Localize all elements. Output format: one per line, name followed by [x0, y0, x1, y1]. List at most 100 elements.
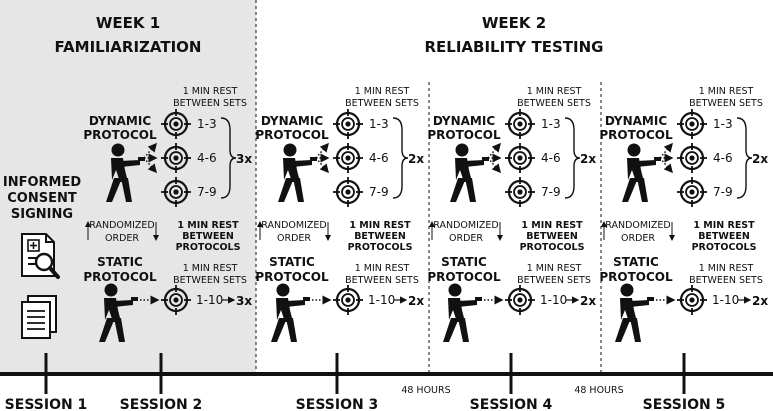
rest-between-sets-label: BETWEEN SETS [517, 275, 591, 286]
target-set-label: 1-3 [541, 117, 561, 131]
target-set-label: 4-6 [541, 151, 561, 165]
randomized-order-label: ORDER [277, 233, 311, 244]
rest-between-sets-label: 1 MIN REST [355, 263, 410, 274]
static-protocol-label: STATIC [269, 255, 315, 269]
aim-arrow [143, 157, 157, 174]
rest-between-protocols-label: 1 MIN REST [521, 220, 583, 231]
rest-between-sets-label: 1 MIN REST [527, 86, 582, 97]
dynamic-protocol-label: DYNAMIC [605, 114, 668, 128]
rest-between-sets-label: 1 MIN REST [183, 263, 238, 274]
rest-between-protocols-label: BETWEEN [526, 231, 578, 242]
target-icon [331, 175, 365, 209]
brace [564, 117, 581, 199]
aim-arrow [659, 157, 673, 174]
rest-between-sets-label: BETWEEN SETS [345, 98, 419, 109]
rest-between-protocols-label: BETWEEN [698, 231, 750, 242]
target-set-label: 1-10 [540, 293, 567, 307]
brace [736, 117, 753, 199]
target-icon [331, 283, 365, 317]
randomized-order-label: RANDOMIZED [261, 220, 326, 231]
rest-between-sets-label: BETWEEN SETS [345, 275, 419, 286]
randomized-order-label: ORDER [449, 233, 483, 244]
randomized-order-label: RANDOMIZED [605, 220, 670, 231]
dynamic-repetitions: 3x [236, 152, 252, 166]
rest-between-protocols-label: PROTOCOLS [520, 242, 585, 253]
static-protocol-label: PROTOCOL [599, 270, 673, 284]
aim-arrow [315, 157, 329, 174]
rest-between-sets-label: BETWEEN SETS [173, 98, 247, 109]
target-set-label: 1-10 [368, 293, 395, 307]
static-repetitions: 2x [408, 294, 424, 308]
target-set-label: 4-6 [197, 151, 217, 165]
target-set-label: 1-3 [369, 117, 389, 131]
rest-between-protocols-label: BETWEEN [182, 231, 234, 242]
aim-arrow [315, 142, 329, 159]
static-protocol-label: PROTOCOL [83, 270, 157, 284]
rest-between-sets-label: BETWEEN SETS [689, 98, 763, 109]
target-set-label: 4-6 [713, 151, 733, 165]
week1-title: WEEK 1 [96, 14, 160, 32]
brace [392, 117, 409, 199]
dynamic-protocol-label: DYNAMIC [261, 114, 324, 128]
rest-between-sets-label: BETWEEN SETS [517, 98, 591, 109]
rest-between-sets-label: 1 MIN REST [699, 263, 754, 274]
rest-between-sets-label: 1 MIN REST [699, 86, 754, 97]
shooter-static-icon [443, 283, 482, 342]
dynamic-protocol-label: PROTOCOL [83, 128, 157, 142]
rest-between-sets-label: BETWEEN SETS [689, 275, 763, 286]
dynamic-protocol-label: PROTOCOL [255, 128, 329, 142]
session-label-4: SESSION 4 [470, 397, 553, 411]
shooter-dynamic-icon [622, 143, 661, 202]
target-icon [675, 283, 709, 317]
rest-between-protocols-label: 1 MIN REST [177, 220, 239, 231]
shooter-dynamic-icon [278, 143, 317, 202]
session-label-5: SESSION 5 [643, 397, 726, 411]
target-icon [503, 283, 537, 317]
rest-between-sets-label: 1 MIN REST [355, 86, 410, 97]
aim-arrow [487, 142, 501, 159]
dynamic-protocol-label: DYNAMIC [89, 114, 152, 128]
dynamic-protocol-label: DYNAMIC [433, 114, 496, 128]
consent-label: CONSENT [7, 191, 77, 206]
randomized-order-label: RANDOMIZED [89, 220, 154, 231]
randomized-order-label: RANDOMIZED [433, 220, 498, 231]
static-protocol-label: STATIC [97, 255, 143, 269]
static-protocol-label: PROTOCOL [255, 270, 329, 284]
static-protocol-label: PROTOCOL [427, 270, 501, 284]
static-protocol-label: STATIC [613, 255, 659, 269]
dynamic-repetitions: 2x [408, 152, 424, 166]
week1-subtitle: FAMILIARIZATION [55, 38, 202, 56]
rest-between-protocols-label: 1 MIN REST [693, 220, 755, 231]
target-set-label: 7-9 [197, 185, 217, 199]
dynamic-repetitions: 2x [580, 152, 596, 166]
aim-arrow [659, 142, 673, 159]
shooter-dynamic-icon [450, 143, 489, 202]
documents-icon [21, 295, 57, 339]
consent-label: INFORMED [3, 175, 81, 190]
dynamic-protocol-label: PROTOCOL [427, 128, 501, 142]
dynamic-repetitions: 2x [752, 152, 768, 166]
rest-between-protocols-label: PROTOCOLS [348, 242, 413, 253]
consent-label: SIGNING [11, 207, 73, 222]
brace [220, 117, 237, 199]
randomized-order-label: ORDER [621, 233, 655, 244]
static-repetitions: 2x [752, 294, 768, 308]
shooter-static-icon [615, 283, 654, 342]
aim-arrow [487, 157, 501, 174]
target-icon [675, 175, 709, 209]
rest-between-protocols-label: PROTOCOLS [176, 242, 241, 253]
session-label-2: SESSION 2 [120, 397, 203, 411]
session-label-1: SESSION 1 [5, 397, 88, 411]
target-set-label: 1-3 [197, 117, 217, 131]
target-set-label: 1-3 [713, 117, 733, 131]
week2-subtitle: RELIABILITY TESTING [425, 38, 604, 56]
document-search-icon [21, 233, 60, 279]
aim-arrow [143, 142, 157, 159]
target-icon [331, 107, 365, 141]
target-icon [675, 107, 709, 141]
rest-between-sets-label: 1 MIN REST [183, 86, 238, 97]
